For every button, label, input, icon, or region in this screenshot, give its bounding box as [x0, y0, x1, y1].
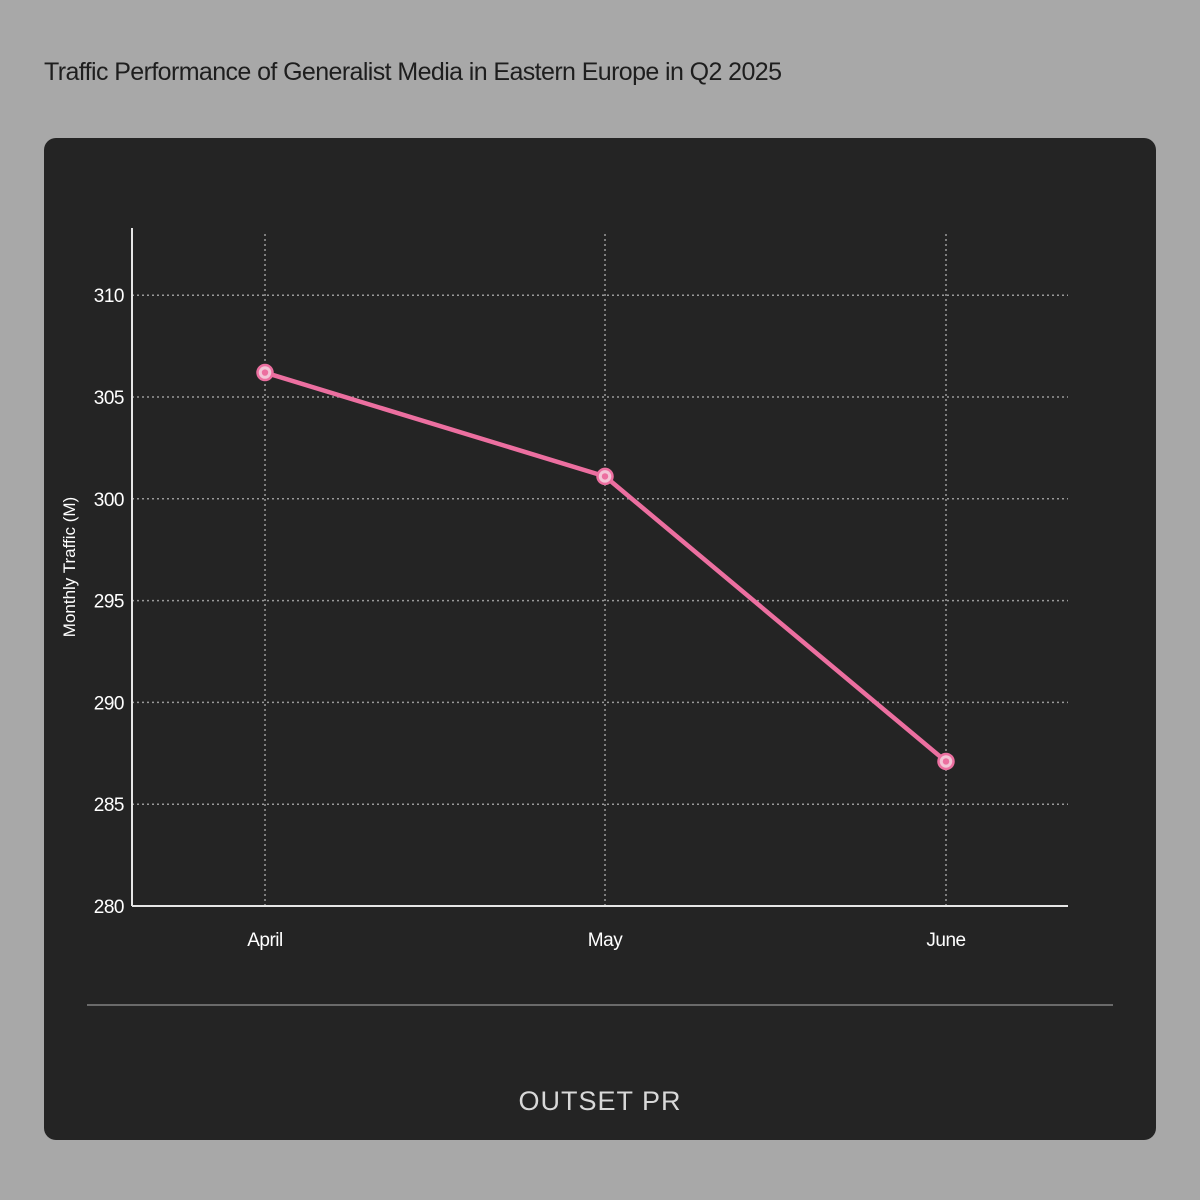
divider — [87, 1004, 1113, 1006]
x-tick-label: May — [588, 930, 623, 951]
data-point-center — [601, 473, 609, 480]
data-point-center — [261, 369, 269, 376]
chart-card: 280 285 290 295 300 305 310 April May June Monthl… — [44, 138, 1156, 1140]
y-axis-label: Monthly Traffic (M) — [60, 497, 79, 637]
line-chart: 280 285 290 295 300 305 310 April May June Monthl… — [60, 228, 1068, 951]
y-tick-label: 280 — [94, 897, 124, 918]
y-tick-label: 290 — [94, 693, 124, 714]
page-title: Traffic Performance of Generalist Media … — [44, 58, 782, 86]
axes — [131, 228, 1068, 907]
tick-labels: 280 285 290 295 300 305 310 April May June — [94, 286, 966, 951]
x-tick-label: June — [926, 930, 965, 951]
x-tick-label: April — [247, 930, 283, 951]
y-tick-label: 305 — [94, 388, 124, 409]
y-tick-label: 295 — [94, 592, 124, 613]
data-series — [256, 363, 955, 771]
outset-pr-logo: OUTSET PR — [518, 1086, 682, 1116]
y-tick-label: 310 — [94, 286, 124, 307]
data-point-center — [942, 758, 950, 765]
y-tick-label: 300 — [94, 490, 124, 511]
y-tick-label: 285 — [94, 795, 124, 816]
grid-lines — [132, 234, 1068, 906]
